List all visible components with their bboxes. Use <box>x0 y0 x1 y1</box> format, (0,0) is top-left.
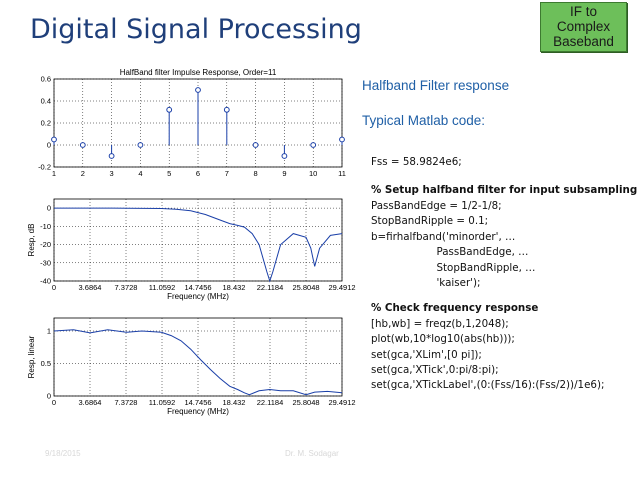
x-tick-label: 7.3728 <box>115 283 138 292</box>
code-line: b=firhalfband('minorder', … <box>371 231 516 243</box>
footer-date: 9/18/2015 <box>45 449 81 458</box>
section-subheading: Typical Matlab code: <box>362 113 486 128</box>
footer-author: Dr. M. Sodagar <box>285 449 339 458</box>
stem-marker <box>79 142 86 148</box>
x-tick-label: 7.3728 <box>115 398 138 407</box>
code-line: set(gca,'XTick',0:pi/8:pi); <box>371 364 499 376</box>
x-tick-label: 1 <box>52 169 56 178</box>
code-line: StopBandRipple = 0.1; <box>371 215 489 227</box>
x-tick-label: 11.0592 <box>149 283 176 292</box>
y-tick-label: 0 <box>47 204 51 213</box>
stem-marker <box>108 153 115 159</box>
y-tick-label: -40 <box>40 277 51 286</box>
x-tick-label: 22.1184 <box>257 283 284 292</box>
badge-line: Complex <box>556 19 611 34</box>
y-tick-label: 0.4 <box>41 97 51 106</box>
series-line <box>53 329 343 396</box>
x-tick-label: 25.8048 <box>292 283 319 292</box>
code-comment: % Setup halfband filter for input subsam… <box>371 184 638 196</box>
topic-badge: IF to Complex Baseband <box>540 2 627 52</box>
x-tick-label: 7 <box>225 169 229 178</box>
y-tick-label: 0.2 <box>41 119 51 128</box>
badge-text: IF to Complex Baseband <box>541 3 626 49</box>
x-tick-label: 5 <box>167 169 171 178</box>
x-tick-label: 18.432 <box>223 398 246 407</box>
code-line: Fss = 58.9824e6; <box>371 156 462 168</box>
code-line: StopBandRipple, … <box>371 262 536 274</box>
x-tick-label: 2 <box>81 169 85 178</box>
x-tick-label: 0 <box>52 398 56 407</box>
code-line: plot(wb,10*log10(abs(hb))); <box>371 333 515 345</box>
x-tick-label: 18.432 <box>223 283 246 292</box>
series-line <box>54 207 343 283</box>
y-axis-label: Resp, dB <box>27 224 36 257</box>
stem-marker <box>137 142 144 148</box>
x-tick-label: 8 <box>254 169 258 178</box>
x-tick-label: 29.4912 <box>328 283 355 292</box>
stem-marker <box>223 106 230 113</box>
x-axis-label: Frequency (MHz) <box>167 407 229 416</box>
stem-marker <box>310 142 317 148</box>
y-tick-label: 0.6 <box>41 75 51 84</box>
code-line: [hb,wb] = freqz(b,1,2048); <box>371 318 509 330</box>
section-heading: Halfband Filter response <box>362 78 510 93</box>
x-tick-label: 9 <box>282 169 286 178</box>
y-tick-label: 0 <box>47 141 51 150</box>
y-tick-label: 0 <box>47 392 51 401</box>
y-axis-label: Resp, linear <box>27 335 36 378</box>
stem-marker <box>51 136 57 143</box>
y-tick-label: -30 <box>40 258 51 267</box>
y-tick-label: -10 <box>40 222 51 231</box>
x-tick-label: 29.4912 <box>328 398 355 407</box>
x-tick-label: 3 <box>110 169 114 178</box>
y-tick-label: -20 <box>40 240 51 249</box>
stem-marker <box>252 142 259 148</box>
y-tick-label: -0.2 <box>38 163 51 172</box>
x-tick-label: 25.8048 <box>292 398 319 407</box>
stem-marker <box>195 87 201 93</box>
code-line: set(gca,'XLim',[0 pi]); <box>371 349 482 361</box>
y-tick-label: 0.5 <box>41 359 51 368</box>
x-tick-label: 14.7456 <box>184 398 211 407</box>
x-tick-label: 14.7456 <box>184 283 211 292</box>
badge-line: IF to <box>569 4 597 19</box>
x-axis-label: Frequency (MHz) <box>167 292 229 301</box>
x-tick-label: 3.6864 <box>79 398 102 407</box>
x-tick-label: 11.0592 <box>149 398 176 407</box>
x-tick-label: 0 <box>52 283 56 292</box>
stem-marker <box>281 153 288 159</box>
x-tick-label: 11 <box>338 169 346 178</box>
stem-marker <box>339 136 345 143</box>
code-line: PassBandEdge, … <box>371 246 529 258</box>
x-tick-label: 10 <box>309 169 317 178</box>
code-line: 'kaiser'); <box>371 277 481 289</box>
x-tick-label: 6 <box>196 169 200 178</box>
x-tick-label: 4 <box>138 169 142 178</box>
code-line: set(gca,'XTickLabel',(0:(Fss/16):(Fss/2)… <box>371 379 605 391</box>
badge-line: Baseband <box>553 34 614 49</box>
code-line: PassBandEdge = 1/2-1/8; <box>371 200 502 212</box>
stem-marker <box>166 106 173 113</box>
y-tick-label: 1 <box>47 327 51 336</box>
x-tick-label: 3.6864 <box>79 283 102 292</box>
slide-title: Digital Signal Processing <box>30 14 362 45</box>
x-tick-label: 22.1184 <box>257 398 284 407</box>
code-comment: % Check frequency response <box>371 302 539 314</box>
chart-title: HalfBand filter Impulse Response, Order=… <box>120 68 277 77</box>
